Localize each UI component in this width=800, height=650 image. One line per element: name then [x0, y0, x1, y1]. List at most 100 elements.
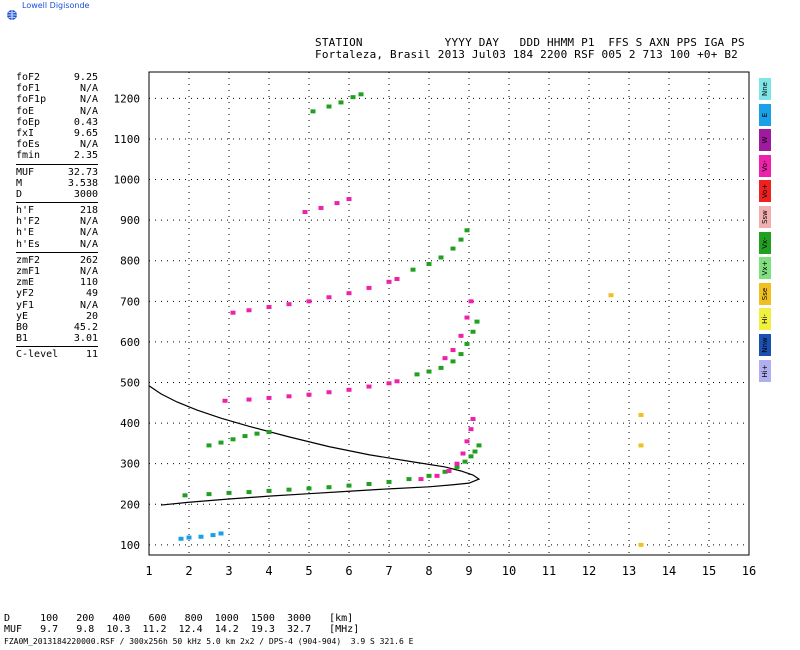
- echo-point: [186, 535, 192, 540]
- echo-point: [410, 267, 416, 272]
- echo-point: [470, 329, 476, 334]
- echo-point: [472, 449, 478, 454]
- param-value: 49: [85, 288, 98, 300]
- param-name: zmE: [16, 277, 35, 289]
- x-tick-label: 3: [225, 564, 232, 578]
- legend-swatch: Hi-: [759, 308, 771, 331]
- y-tick-label: 500: [120, 377, 140, 390]
- header-line-2: Fortaleza, Brasil 2013 Jul03 184 2200 RS…: [315, 48, 738, 61]
- echo-point: [426, 369, 432, 374]
- echo-point: [254, 431, 260, 436]
- echo-point: [218, 531, 224, 536]
- param-row: foF1 N/A: [16, 83, 98, 94]
- param-value: 45.2: [73, 321, 98, 333]
- param-separator: [16, 163, 98, 165]
- echo-point: [442, 469, 448, 474]
- header-line-1: STATION YYYY DAY DDD HHMM P1 FFS S AXN P…: [315, 36, 745, 49]
- echo-point: [306, 299, 312, 304]
- param-name: yF2: [16, 288, 35, 300]
- globe-icon: [7, 10, 17, 20]
- param-row: yF2 49: [16, 288, 98, 299]
- legend-swatch: Vx+: [759, 257, 771, 280]
- y-tick-label: 400: [120, 417, 140, 430]
- plot-frame: [148, 71, 750, 556]
- y-tick-label: 800: [120, 255, 140, 268]
- x-tick-label: 16: [742, 564, 756, 578]
- echo-point: [198, 534, 204, 539]
- param-value: N/A: [79, 238, 98, 250]
- echo-point: [438, 255, 444, 260]
- x-tick-label: 4: [265, 564, 272, 578]
- param-row: M 3.538: [16, 178, 98, 189]
- echo-point: [318, 205, 324, 210]
- echo-point: [366, 481, 372, 486]
- param-name: B1: [16, 333, 29, 345]
- param-value: N/A: [79, 105, 98, 117]
- echo-point: [210, 533, 216, 538]
- param-name: MUF: [16, 166, 35, 178]
- param-name: foEp: [16, 116, 41, 128]
- param-value: N/A: [79, 266, 98, 277]
- y-tick-label: 200: [120, 498, 140, 511]
- echo-point: [446, 468, 452, 473]
- param-value: N/A: [79, 216, 98, 228]
- legend-swatch: Hi+: [759, 359, 771, 382]
- echo-point: [434, 473, 440, 478]
- param-value: 9.25: [73, 72, 98, 83]
- param-name: h'F: [16, 205, 35, 217]
- param-value: 3.538: [67, 177, 98, 189]
- echo-point: [366, 285, 372, 290]
- echo-point: [418, 477, 424, 482]
- echo-point: [468, 454, 474, 459]
- echo-point: [246, 397, 252, 402]
- echo-point: [246, 308, 252, 313]
- param-row: zmE 110: [16, 277, 98, 288]
- echo-point: [458, 237, 464, 242]
- param-separator: [16, 251, 98, 253]
- param-name: yE: [16, 310, 29, 322]
- echo-point: [638, 542, 644, 547]
- param-row: zmF2 262: [16, 255, 98, 266]
- distance-row: D 100 200 400 600 800 1000 1500 3000 [km…: [4, 613, 354, 624]
- echo-point: [608, 293, 614, 298]
- param-name: B0: [16, 321, 29, 333]
- y-tick-label: 700: [120, 295, 140, 308]
- echo-point: [638, 412, 644, 417]
- echo-point: [230, 310, 236, 315]
- echo-point: [386, 381, 392, 386]
- legend-swatch: Vx-: [759, 231, 771, 254]
- echo-point: [460, 451, 466, 456]
- echo-point: [454, 461, 460, 466]
- param-row: B1 3.01: [16, 333, 98, 344]
- echo-point: [386, 479, 392, 484]
- legend-swatch: Vo-: [759, 154, 771, 177]
- echo-point: [638, 443, 644, 448]
- parameter-panel: foF2 9.25 foF1 N/A foF1p N/A foE N/A foEp 0.43 fxI…: [16, 72, 98, 361]
- brand-label: Lowell Digisonde: [22, 1, 90, 10]
- param-value: 9.65: [73, 127, 98, 139]
- param-row: fmin 2.35: [16, 150, 98, 161]
- x-tick-label: 8: [425, 564, 432, 578]
- echo-point: [310, 109, 316, 114]
- param-value: N/A: [79, 227, 98, 239]
- param-value: N/A: [79, 299, 98, 311]
- echo-point: [218, 440, 224, 445]
- echo-point: [450, 348, 456, 353]
- param-name: foF1: [16, 83, 41, 95]
- echo-point: [226, 490, 232, 495]
- legend-swatch: Sse: [759, 282, 771, 305]
- legend-swatch: Nne: [759, 78, 771, 100]
- echo-point: [394, 379, 400, 384]
- echo-point: [406, 477, 412, 482]
- param-name: C-level: [16, 349, 59, 361]
- x-tick-label: 5: [305, 564, 312, 578]
- x-tick-label: 10: [502, 564, 516, 578]
- echo-point: [286, 394, 292, 399]
- param-value: 3000: [73, 188, 98, 200]
- x-tick-label: 6: [345, 564, 352, 578]
- legend-swatch: E: [759, 103, 771, 126]
- echo-point: [476, 443, 482, 448]
- echo-point: [470, 417, 476, 422]
- echo-point: [206, 492, 212, 497]
- echo-point: [464, 228, 470, 233]
